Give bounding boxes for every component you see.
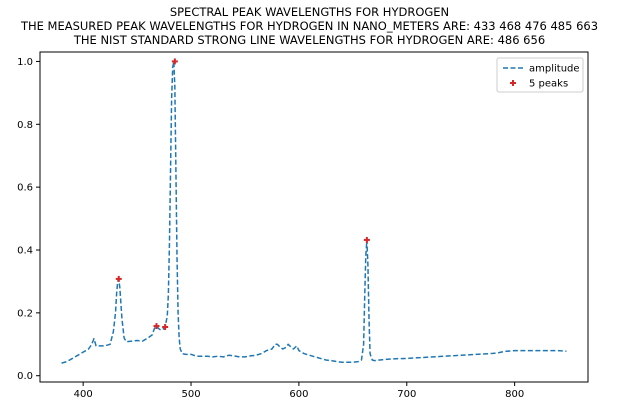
- x-tick-label: 500: [181, 389, 200, 400]
- chart-title: SPECTRAL PEAK WAVELENGTHS FOR HYDROGENTH…: [20, 5, 598, 47]
- y-tick-label: 0.0: [17, 371, 33, 382]
- x-tick-label: 700: [397, 389, 416, 400]
- y-tick-label: 0.8: [17, 120, 33, 131]
- legend: amplitude 5 peaks: [496, 57, 584, 93]
- y-tick-label: 0.2: [17, 308, 33, 319]
- x-tick-label: 800: [505, 389, 524, 400]
- title-line-2: THE MEASURED PEAK WAVELENGTHS FOR HYDROG…: [20, 19, 598, 33]
- amplitude-series-line: [61, 60, 567, 364]
- peak-marker: [153, 323, 160, 330]
- legend-peaks-label: 5 peaks: [529, 79, 568, 90]
- series-layer: [61, 58, 567, 364]
- peak-marker: [171, 58, 178, 65]
- plot-area: [39, 51, 589, 383]
- x-tick-label: 400: [74, 389, 93, 400]
- legend-peaks-swatch: [510, 80, 516, 86]
- y-tick-label: 1.0: [17, 57, 33, 68]
- title-line-3: THE NIST STANDARD STRONG LINE WAVELENGTH…: [73, 33, 545, 47]
- peak-marker: [162, 324, 169, 330]
- peak-marker: [363, 236, 370, 243]
- title-line-1: SPECTRAL PEAK WAVELENGTHS FOR HYDROGEN: [170, 5, 449, 19]
- legend-amplitude-label: amplitude: [529, 64, 580, 75]
- x-tick-label: 600: [289, 389, 308, 400]
- legend-box: [496, 57, 584, 93]
- peak-marker: [115, 275, 122, 282]
- y-tick-label: 0.6: [17, 183, 33, 194]
- axis-ticks: 400 500 600 700 800 0.0 0.2 0.4 0.6 0.8 1.0: [17, 57, 524, 400]
- y-tick-label: 0.4: [17, 246, 33, 257]
